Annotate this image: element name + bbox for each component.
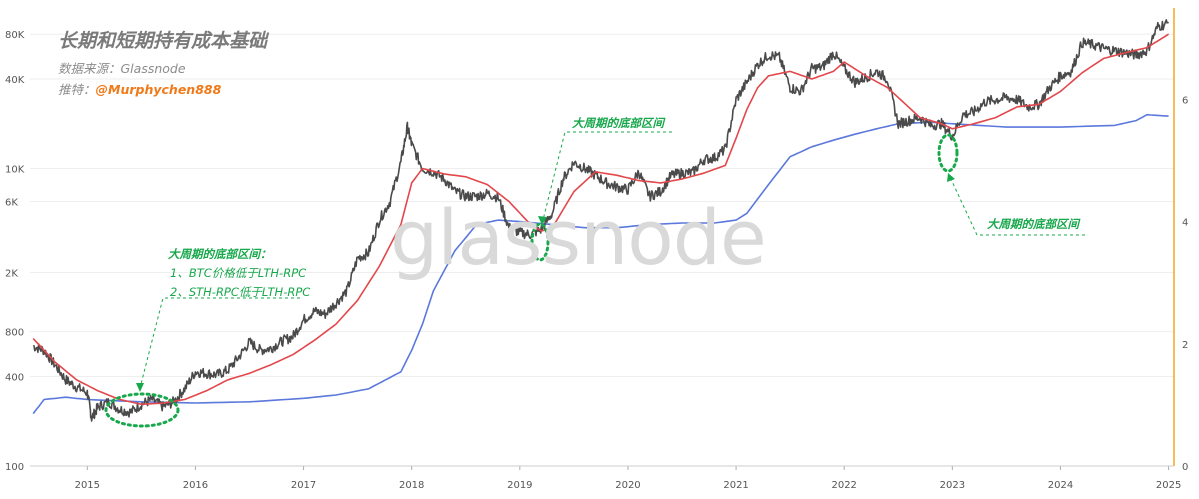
- x-tick-label: 2024: [1048, 480, 1073, 491]
- y-tick-label: 800: [5, 328, 24, 339]
- series-group: [32, 19, 1170, 422]
- annotation-graphics: [104, 131, 1085, 428]
- twitter-line: 推特：@Murphychen888: [58, 79, 221, 98]
- arrowhead-3: [947, 173, 955, 182]
- watermark: glassnode: [390, 193, 767, 282]
- x-tick-label: 2019: [507, 480, 532, 491]
- x-tick-label: 2015: [75, 480, 100, 491]
- annotation-legend-line-1: 1、BTC价格低于LTH-RPC: [170, 266, 307, 280]
- y-right-tick-label: 6: [1182, 96, 1188, 107]
- x-tick-label: 2025: [1156, 480, 1181, 491]
- arrowhead-1: [136, 383, 144, 392]
- x-axis-labels: 2015 2016 2017 2018 2019 2020 2021 2022 2023 2024…: [75, 480, 1182, 491]
- y-right-tick-label: 0: [1182, 462, 1188, 473]
- bottom-ellipse-2015: [104, 392, 180, 428]
- y-axis-labels: 100 400 800 2K 6K 10K 40K 80K: [5, 30, 25, 473]
- y-tick-label: 400: [5, 372, 24, 383]
- twitter-prefix: 推特：: [58, 82, 96, 97]
- source-text: 数据来源：Glassnode: [58, 61, 186, 76]
- annotation-legend-line-2: 2、STH-RPC低于LTH-RPC: [170, 285, 311, 299]
- bottom-ellipse-2022: [937, 133, 959, 173]
- x-tick-label: 2020: [615, 480, 640, 491]
- series-line-sth_rpc: [32, 33, 1170, 406]
- annotation-bottom-range-1: 大周期的底部区间: [572, 116, 664, 130]
- y-axis-right-labels: 0 2 4 6: [1182, 96, 1188, 473]
- y-tick-label: 2K: [5, 268, 18, 279]
- y-tick-label: 100: [5, 462, 24, 473]
- y-right-tick-label: 2: [1182, 340, 1188, 351]
- annotation-bottom-range-2: 大周期的底部区间: [987, 217, 1079, 231]
- leader-line-1: [139, 297, 300, 389]
- leader-line-3: [949, 176, 1085, 236]
- x-tick-label: 2023: [940, 480, 965, 491]
- y-tick-label: 10K: [5, 165, 25, 176]
- x-tick-label: 2017: [291, 480, 316, 491]
- y-tick-label: 6K: [5, 198, 18, 209]
- arrowhead-2: [538, 216, 547, 225]
- annotation-legend-title: 大周期的底部区间：: [168, 247, 272, 261]
- x-tick-label: 2016: [183, 480, 208, 491]
- twitter-handle[interactable]: @Murphychen888: [95, 82, 222, 97]
- y-tick-label: 40K: [5, 75, 25, 86]
- y-right-tick-label: 4: [1182, 218, 1188, 229]
- y-tick-label: 80K: [5, 30, 25, 41]
- series-line-price: [32, 19, 1170, 422]
- x-tick-label: 2021: [723, 480, 748, 491]
- grid: [30, 33, 1174, 470]
- x-tick-label: 2022: [831, 480, 856, 491]
- chart-title: 长期和短期持有成本基础: [58, 30, 268, 52]
- x-tick-label: 2018: [399, 480, 424, 491]
- bottom-ellipse-2019: [530, 222, 550, 262]
